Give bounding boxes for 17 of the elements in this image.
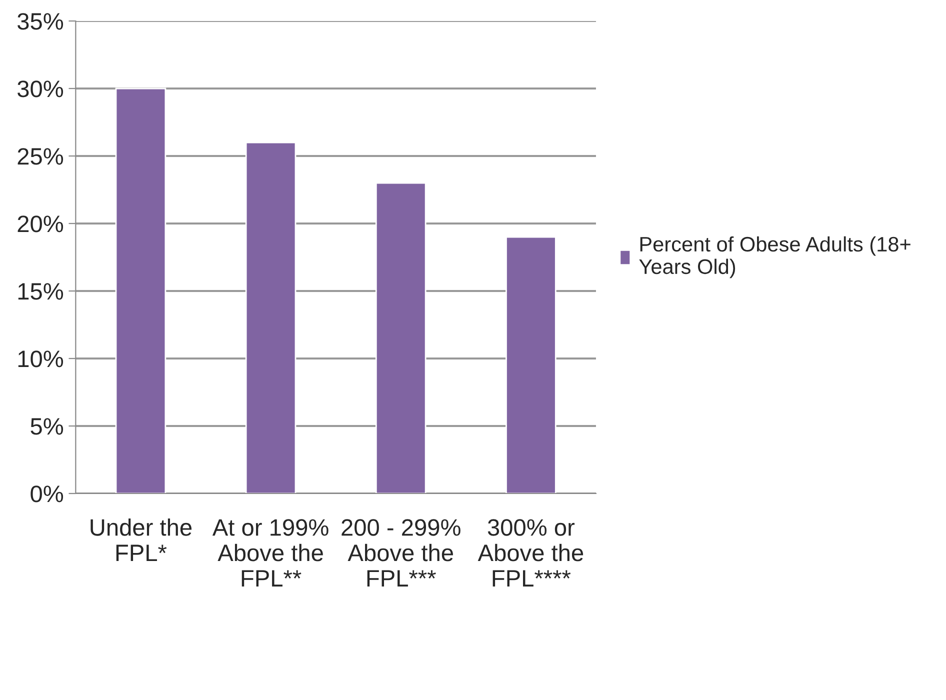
bar (115, 88, 166, 494)
y-tick-label: 35% (18, 13, 64, 30)
legend-label: Percent of Obese Adults (18+ Years Old) (639, 236, 910, 278)
y-tick-label: 30% (18, 80, 64, 98)
x-tick-label: 200 - 299% Above the FPL*** (342, 519, 460, 586)
bar (506, 236, 556, 494)
y-tick-label: 25% (18, 148, 64, 165)
y-tick-label: 0% (30, 486, 64, 502)
x-tick-label: At or 199% Above the FPL** (212, 519, 328, 586)
x-tick-label: Under the FPL* (90, 518, 192, 562)
bar (245, 142, 296, 494)
y-tick-label: 20% (18, 216, 64, 232)
bar (375, 182, 426, 494)
x-tick-label: 300% or Above the FPL**** (478, 519, 584, 586)
y-tick-label: 10% (18, 350, 64, 368)
y-tick-label: 5% (30, 418, 64, 435)
y-tick-label: 15% (18, 283, 64, 300)
